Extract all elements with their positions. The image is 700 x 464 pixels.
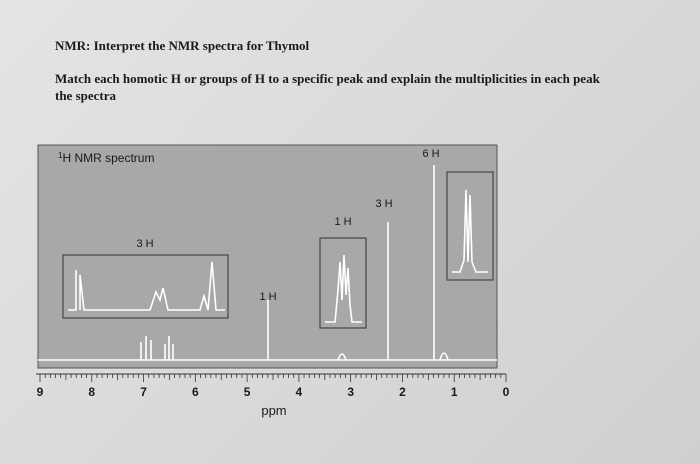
tick-label: 8	[88, 385, 95, 399]
tick-label: 6	[192, 385, 199, 399]
tick-label: 0	[503, 385, 510, 399]
spectrum-trace	[38, 165, 497, 361]
tick-label: 5	[244, 385, 251, 399]
superscript: 1	[58, 151, 63, 160]
tick-label: 3	[347, 385, 354, 399]
inset-trace	[325, 254, 362, 323]
tick-label: 4	[296, 385, 303, 399]
title-text: H NMR spectrum	[62, 151, 154, 165]
tick-label: 7	[140, 385, 147, 399]
peak-label: 1 H	[259, 291, 276, 303]
instruction-line: the spectra	[55, 88, 117, 103]
title: NMR: Interpret the NMR spectra for Thymo…	[55, 38, 310, 53]
inset-box	[446, 171, 494, 281]
tick-label: 2	[399, 385, 406, 399]
inset-box	[62, 254, 229, 319]
axis-label: ppm	[261, 403, 286, 418]
tick-label: 1	[451, 385, 458, 399]
spectrum-title: 1H NMR spectrum	[58, 151, 154, 165]
instruction-line: Match each homotic H or groups of H to a…	[55, 71, 601, 86]
peak-label: 3 H	[375, 198, 392, 210]
inset-trace	[452, 189, 488, 273]
inset-trace	[68, 261, 225, 311]
peak-label: 1 H	[334, 216, 351, 228]
tick-label: 9	[37, 385, 44, 399]
inset-box	[319, 237, 367, 329]
peak-label: 3 H	[136, 238, 153, 250]
axis-ticks: 9 8 7 6 5 4 3 2 1 0	[37, 374, 510, 399]
peak-label: 6 H	[422, 148, 439, 160]
